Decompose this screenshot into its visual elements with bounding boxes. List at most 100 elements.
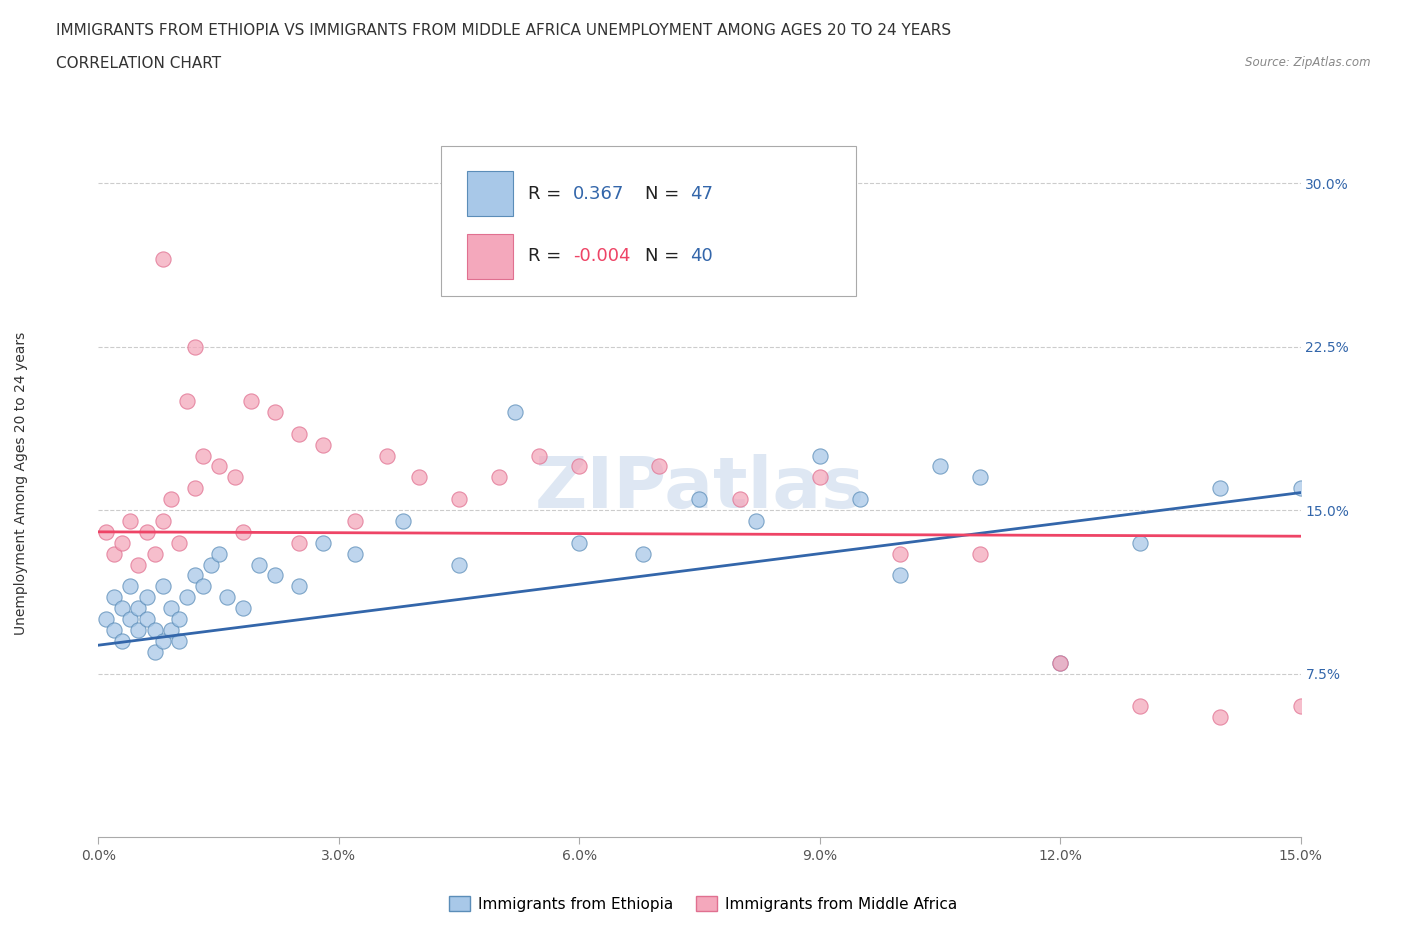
Text: 0.367: 0.367 — [574, 185, 624, 203]
Point — [312, 437, 335, 452]
Point — [183, 339, 205, 354]
Point — [1209, 481, 1232, 496]
Point — [1289, 481, 1312, 496]
Point — [728, 492, 751, 507]
Point — [111, 536, 134, 551]
Point — [343, 513, 366, 528]
Point — [375, 448, 398, 463]
Point — [111, 601, 134, 616]
Point — [633, 546, 655, 561]
Point — [152, 578, 174, 593]
Point — [200, 557, 222, 572]
Point — [808, 448, 831, 463]
Point — [808, 470, 831, 485]
Point — [143, 622, 166, 637]
Point — [568, 459, 591, 474]
Point — [263, 568, 285, 583]
FancyBboxPatch shape — [467, 171, 513, 217]
Text: IMMIGRANTS FROM ETHIOPIA VS IMMIGRANTS FROM MIDDLE AFRICA UNEMPLOYMENT AMONG AGE: IMMIGRANTS FROM ETHIOPIA VS IMMIGRANTS F… — [56, 23, 952, 38]
Point — [392, 513, 415, 528]
Point — [152, 513, 174, 528]
Point — [232, 601, 254, 616]
Point — [111, 633, 134, 648]
Point — [191, 578, 214, 593]
Point — [648, 459, 671, 474]
Point — [889, 568, 911, 583]
Point — [159, 492, 181, 507]
Point — [288, 578, 311, 593]
Point — [208, 546, 231, 561]
Point — [167, 633, 190, 648]
Point — [208, 459, 231, 474]
Point — [343, 546, 366, 561]
Point — [247, 557, 270, 572]
Point — [929, 459, 952, 474]
FancyBboxPatch shape — [441, 147, 856, 297]
Point — [215, 590, 238, 604]
Point — [191, 448, 214, 463]
Text: N =: N = — [645, 247, 679, 265]
Text: -0.004: -0.004 — [574, 247, 631, 265]
Point — [1049, 656, 1071, 671]
Point — [969, 470, 991, 485]
Point — [135, 612, 157, 627]
Text: CORRELATION CHART: CORRELATION CHART — [56, 56, 221, 71]
Point — [312, 536, 335, 551]
Text: 47: 47 — [690, 185, 713, 203]
Point — [120, 612, 142, 627]
Point — [120, 578, 142, 593]
Point — [103, 622, 125, 637]
Point — [135, 525, 157, 539]
Point — [568, 536, 591, 551]
Point — [167, 612, 190, 627]
Point — [143, 644, 166, 659]
Point — [609, 208, 631, 223]
Text: R =: R = — [527, 185, 561, 203]
Point — [889, 546, 911, 561]
Text: Source: ZipAtlas.com: Source: ZipAtlas.com — [1246, 56, 1371, 69]
Point — [232, 525, 254, 539]
Text: N =: N = — [645, 185, 679, 203]
Point — [1049, 656, 1071, 671]
Point — [128, 557, 150, 572]
Text: Unemployment Among Ages 20 to 24 years: Unemployment Among Ages 20 to 24 years — [14, 332, 28, 635]
Point — [159, 601, 181, 616]
Point — [288, 426, 311, 441]
Point — [176, 393, 198, 408]
Point — [529, 448, 551, 463]
Point — [1209, 710, 1232, 724]
Point — [447, 557, 470, 572]
Point — [176, 590, 198, 604]
Point — [120, 513, 142, 528]
Legend: Immigrants from Ethiopia, Immigrants from Middle Africa: Immigrants from Ethiopia, Immigrants fro… — [443, 889, 963, 918]
Point — [103, 590, 125, 604]
Point — [1129, 536, 1152, 551]
Text: 40: 40 — [690, 247, 713, 265]
Text: R =: R = — [527, 247, 561, 265]
Point — [143, 546, 166, 561]
Point — [152, 633, 174, 648]
Point — [224, 470, 246, 485]
Point — [1289, 698, 1312, 713]
Text: ZIPatlas: ZIPatlas — [534, 454, 865, 523]
Point — [849, 492, 872, 507]
Point — [103, 546, 125, 561]
Point — [159, 622, 181, 637]
Point — [744, 513, 766, 528]
Point — [969, 546, 991, 561]
Point — [488, 470, 510, 485]
Point — [128, 622, 150, 637]
Point — [239, 393, 262, 408]
Point — [135, 590, 157, 604]
Point — [167, 536, 190, 551]
Point — [183, 481, 205, 496]
Point — [128, 601, 150, 616]
Point — [152, 252, 174, 267]
Point — [689, 492, 711, 507]
Point — [263, 405, 285, 419]
Point — [503, 405, 526, 419]
Point — [96, 612, 118, 627]
Point — [288, 536, 311, 551]
Point — [408, 470, 430, 485]
Point — [447, 492, 470, 507]
